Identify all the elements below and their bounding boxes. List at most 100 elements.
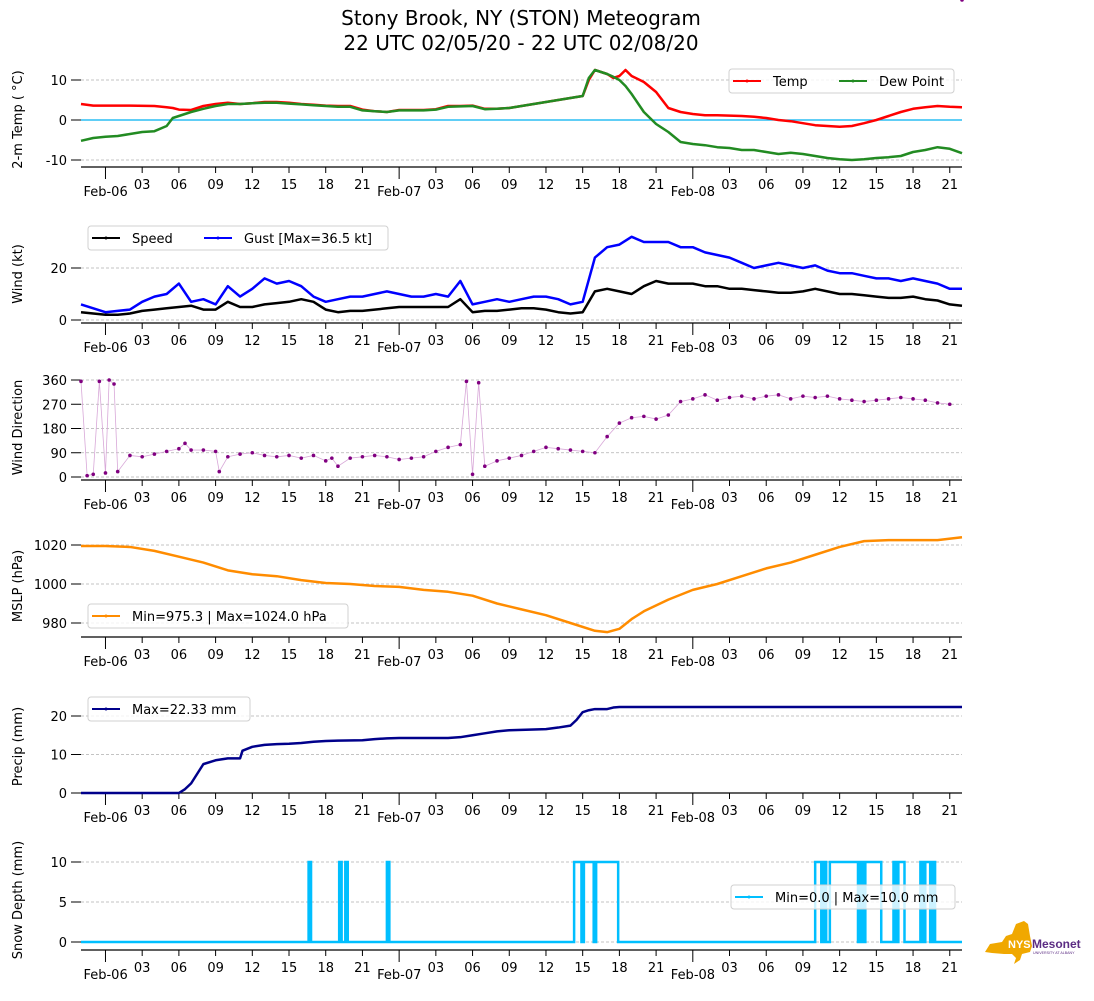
- x-hour-label: 15: [574, 648, 591, 663]
- x-hour-label: 12: [831, 178, 848, 193]
- data-point: [189, 448, 193, 452]
- panel-temp: 10 0 -10 Feb-06 03 06 09 12 15 18 21 Feb-07 03 06 09 12…: [11, 68, 963, 200]
- x-date-label: Feb-06: [83, 811, 127, 826]
- x-hour-label: 03: [428, 178, 445, 193]
- y-tick-label: 1000: [34, 578, 67, 593]
- y-tick-label: 360: [42, 374, 67, 389]
- data-point: [238, 452, 242, 456]
- x-hour-label: 21: [354, 334, 371, 349]
- x-hour-label: 15: [281, 648, 298, 663]
- data-point: [348, 456, 352, 460]
- x-hour-label: 03: [428, 491, 445, 506]
- x-hour-label: 09: [795, 334, 812, 349]
- x-hour-label: 18: [905, 491, 922, 506]
- y-tick-label: 0: [59, 471, 67, 486]
- data-point: [287, 453, 291, 458]
- x-hour-label: 18: [905, 648, 922, 663]
- data-point: [642, 414, 646, 419]
- x-date-label: Feb-08: [671, 498, 715, 513]
- x-hour-label: 12: [831, 648, 848, 663]
- x-hour-label: 15: [868, 178, 885, 193]
- data-point: [177, 446, 181, 451]
- x-hour-label: 21: [354, 648, 371, 663]
- data-point: [593, 450, 597, 455]
- x-hour-label: 15: [281, 804, 298, 819]
- legend-marker: [104, 614, 108, 618]
- x-hour-label: 09: [501, 804, 518, 819]
- data-point: [213, 449, 218, 454]
- legend-snow_depth: Min=0.0 | Max=10.0 mm: [730, 884, 956, 910]
- series-connector: [80, 379, 950, 477]
- data-point: [678, 399, 683, 404]
- data-point: [935, 401, 940, 405]
- x-hour-label: 06: [758, 178, 775, 193]
- legend-marker: [745, 79, 749, 83]
- data-point: [874, 398, 879, 403]
- x-hour-label: 06: [758, 491, 775, 506]
- x-hour-label: 21: [648, 804, 665, 819]
- x-hour-label: 18: [611, 334, 628, 349]
- x-hour-label: 18: [611, 961, 628, 976]
- x-hour-label: 18: [317, 178, 334, 193]
- series-line-speed: [80, 279, 963, 317]
- data-point: [103, 471, 108, 475]
- x-hour-label: 15: [574, 334, 591, 349]
- data-point: [97, 379, 102, 384]
- data-point: [801, 394, 805, 398]
- x-hour-label: 18: [317, 648, 334, 663]
- x-hour-label: 12: [538, 334, 555, 349]
- x-hour-label: 18: [317, 804, 334, 819]
- x-hour-label: 12: [244, 648, 261, 663]
- y-tick-label: 270: [42, 398, 67, 413]
- x-hour-label: 06: [171, 648, 188, 663]
- x-hour-label: 15: [574, 491, 591, 506]
- x-hour-label: 06: [171, 334, 188, 349]
- legend-precip: Max=22.33 mm: [87, 696, 251, 722]
- y-tick-label: 20: [50, 710, 67, 725]
- panel-mslp: 1020 1000 980 Feb-06 03 06 09 12 15 18 21 Feb-07 03 0…: [11, 535, 963, 670]
- x-hour-label: 21: [648, 178, 665, 193]
- data-point: [372, 453, 377, 458]
- legend-mslp: Min=975.3 | Max=1024.0 hPa: [87, 603, 349, 629]
- x-hour-label: 12: [244, 961, 261, 976]
- data-point: [311, 453, 316, 458]
- data-point: [434, 449, 438, 454]
- data-point: [727, 395, 732, 400]
- x-date-label: Feb-08: [671, 655, 715, 670]
- x-hour-label: 21: [648, 491, 665, 506]
- legend-label: Min=0.0 | Max=10.0 mm: [775, 891, 938, 906]
- x-date-label: Feb-06: [83, 185, 127, 200]
- data-point: [813, 395, 817, 400]
- y-axis-label: 2-m Temp ( °C): [11, 70, 26, 168]
- data-point: [947, 402, 952, 407]
- y-tick-label: 980: [42, 617, 67, 632]
- legend-label: Min=975.3 | Max=1024.0 hPa: [132, 610, 327, 625]
- x-hour-label: 03: [428, 804, 445, 819]
- x-hour-label: 12: [538, 648, 555, 663]
- x-hour-label: 06: [171, 804, 188, 819]
- legend-marker: [747, 895, 751, 899]
- x-hour-label: 03: [134, 961, 151, 976]
- data-point: [421, 454, 426, 459]
- x-hour-label: 12: [244, 178, 261, 193]
- data-point: [715, 398, 720, 403]
- data-point: [128, 453, 132, 458]
- x-hour-label: 21: [648, 961, 665, 976]
- x-hour-label: 03: [721, 648, 738, 663]
- x-hour-label: 06: [464, 961, 481, 976]
- data-point: [107, 378, 111, 382]
- data-point: [886, 397, 891, 401]
- x-hour-label: 06: [758, 961, 775, 976]
- x-date-label: Feb-08: [671, 341, 715, 356]
- x-hour-label: 12: [538, 804, 555, 819]
- y-tick-label: 5: [59, 896, 67, 911]
- x-hour-label: 06: [464, 491, 481, 506]
- data-point: [617, 421, 622, 425]
- series-line-dew: [80, 68, 963, 162]
- x-date-label: Feb-07: [377, 968, 421, 983]
- y-tick-label: 0: [59, 936, 67, 951]
- x-hour-label: 06: [758, 804, 775, 819]
- x-hour-label: 18: [317, 334, 334, 349]
- x-hour-label: 09: [207, 648, 224, 663]
